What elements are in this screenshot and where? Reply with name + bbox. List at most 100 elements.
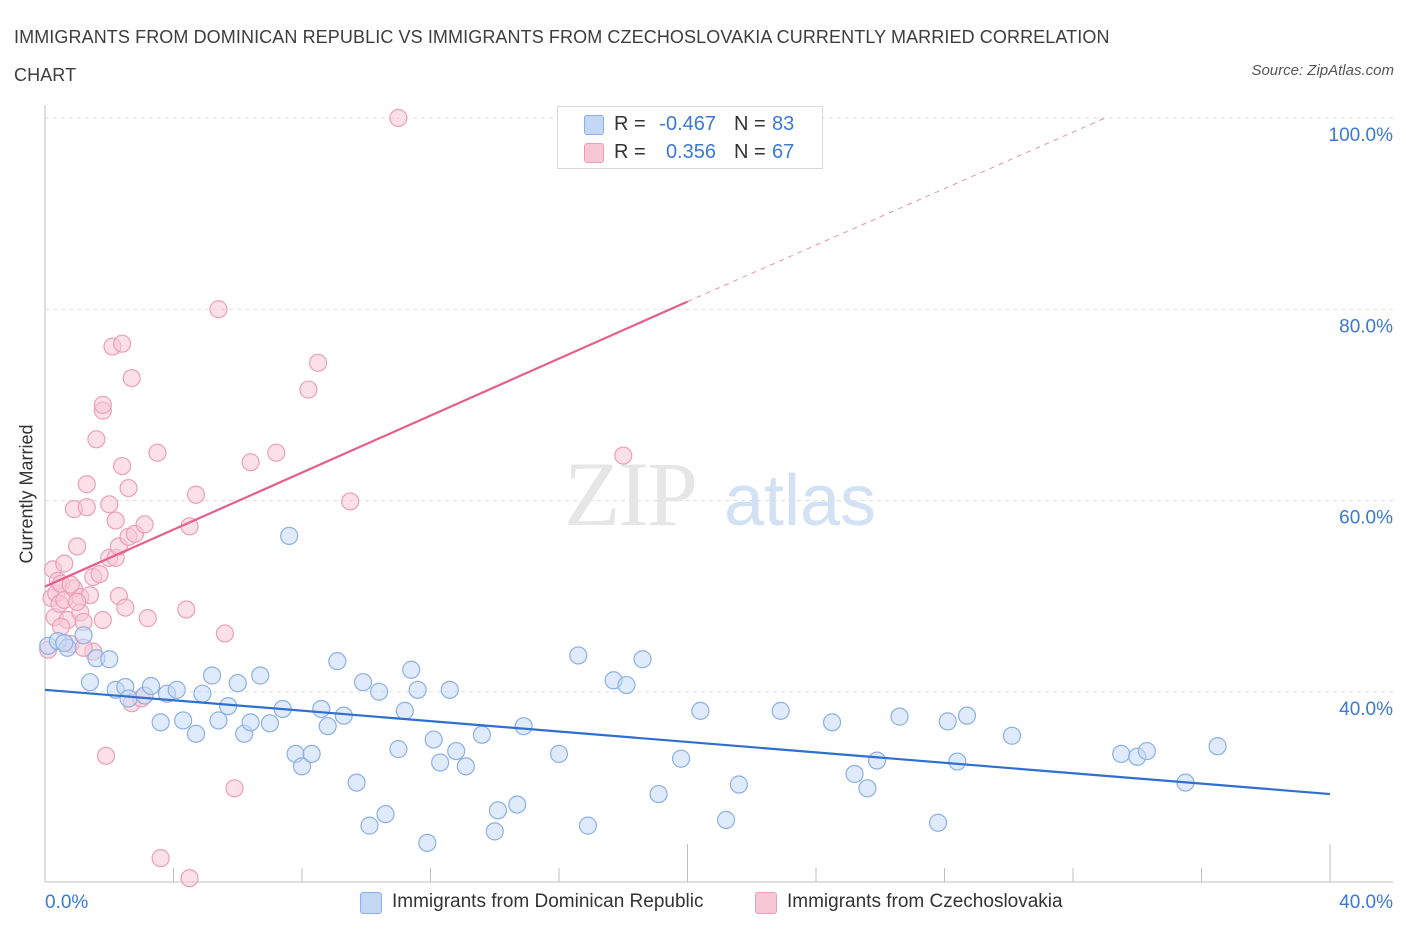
blue-data-point [280,526,299,545]
source-label: Source: ZipAtlas.com [1251,62,1394,79]
blue-data-point [649,784,668,804]
pink-data-point [87,430,106,449]
pink-data-point [96,746,116,765]
pink-data-point [151,849,170,868]
blue-data-point [186,724,206,743]
blue-data-point [447,741,466,761]
legend-label: Immigrants from Czechoslovakia [787,891,1063,912]
pink-data-point [55,554,74,573]
legend-swatch-pink [755,892,777,914]
blue-data-point [260,714,279,733]
blue-data-point [312,699,331,719]
blue-data-point [440,680,459,699]
pink-data-point [341,492,360,511]
pink-data-point [241,453,260,472]
blue-data-point [890,707,909,726]
blue-data-point [408,680,427,699]
pink-data-point [177,600,196,619]
blue-data-point [691,701,710,720]
blue-data-point [716,810,736,829]
blue-data-point [302,744,321,764]
blue-data-point [1137,741,1156,761]
blue-data-point [402,660,421,679]
legend-swatch-blue [360,892,382,914]
pink-data-point [93,610,112,630]
pink-data-point [308,353,328,372]
pink-data-point [299,380,318,399]
pink-data-point [68,592,87,611]
blue-data-point [822,713,842,732]
blue-data-point [395,701,414,720]
legend-r-label: R = [614,113,646,135]
blue-data-point [485,822,504,841]
pink-data-point [68,537,87,556]
pink-data-point [267,443,286,462]
pink-data-point [180,869,199,888]
blue-data-point [771,701,790,720]
pink-data-point [135,515,154,534]
x-tick-label: 0.0% [45,892,88,913]
blue-data-point [508,795,527,814]
axes [44,105,1393,883]
pink-data-point [186,485,206,504]
trend-lines [44,117,1331,796]
pink-data-point [100,495,119,514]
grid-lines [45,117,1393,693]
legend-r-value: 0.356 [665,141,716,163]
pink-data-point [106,511,125,530]
blue-series-points [39,526,1227,852]
pink-data-point [225,779,244,798]
pink-data-point [119,478,138,498]
chart-title: IMMIGRANTS FROM DOMINICAN REPUBLIC VS IM… [14,27,1110,85]
blue-data-point [858,779,877,798]
blue-data-point [353,673,373,692]
blue-data-point [456,757,475,776]
correlation-legend: R = -0.467 N = 83 R = 0.356 N = 67 [557,106,823,169]
pink-data-point [77,475,96,494]
blue-data-point [193,684,212,703]
blue-data-point [549,744,569,764]
watermark-atlas: atlas [724,461,876,541]
legend-n-label: N = [734,113,766,135]
pink-data-point [90,565,109,584]
pink-data-point [614,446,633,465]
blue-data-point [418,833,437,852]
tick-labels: 40.0% 60.0% 80.0% 100.0% 0.0% 40.0% [45,125,1393,913]
y-axis-label-text: Currently Married [16,424,37,564]
pink-trend-extension [687,117,1106,303]
legend-r-value: -0.467 [659,113,716,135]
legend-swatch-blue [584,115,604,135]
blue-data-point [251,666,270,685]
blue-data-point [202,666,222,685]
blue-data-point [119,689,138,708]
blue-data-point [209,711,228,730]
y-tick-label: 100.0% [1329,125,1394,146]
blue-data-point [671,749,691,768]
blue-data-point [1112,744,1131,764]
blue-data-point [347,773,366,792]
pink-data-point [93,395,112,414]
blue-data-point [845,764,864,784]
legend-r-label: R = [614,141,646,163]
legend-row-pink: R = 0.356 N = 67 [558,138,822,166]
pink-data-point [122,369,141,388]
blue-data-point [569,646,588,665]
pink-data-point [77,498,96,517]
blue-data-point [431,753,450,772]
y-tick-label: 80.0% [1339,316,1393,337]
blue-data-point [74,626,93,645]
pink-data-point [148,443,167,462]
blue-data-point [151,713,170,732]
blue-data-point [370,682,389,701]
blue-data-point [948,752,967,771]
series-legend: Immigrants from Dominican Republic Immig… [0,888,1406,918]
blue-data-point [1208,737,1227,756]
blue-data-point [167,680,186,699]
blue-data-point [141,676,161,696]
pink-data-point [389,108,408,128]
blue-trend-line [44,688,1331,796]
pink-data-point [112,456,132,476]
pink-data-point [116,598,135,617]
blue-data-point [617,675,636,695]
legend-n-label: N = [734,141,766,163]
